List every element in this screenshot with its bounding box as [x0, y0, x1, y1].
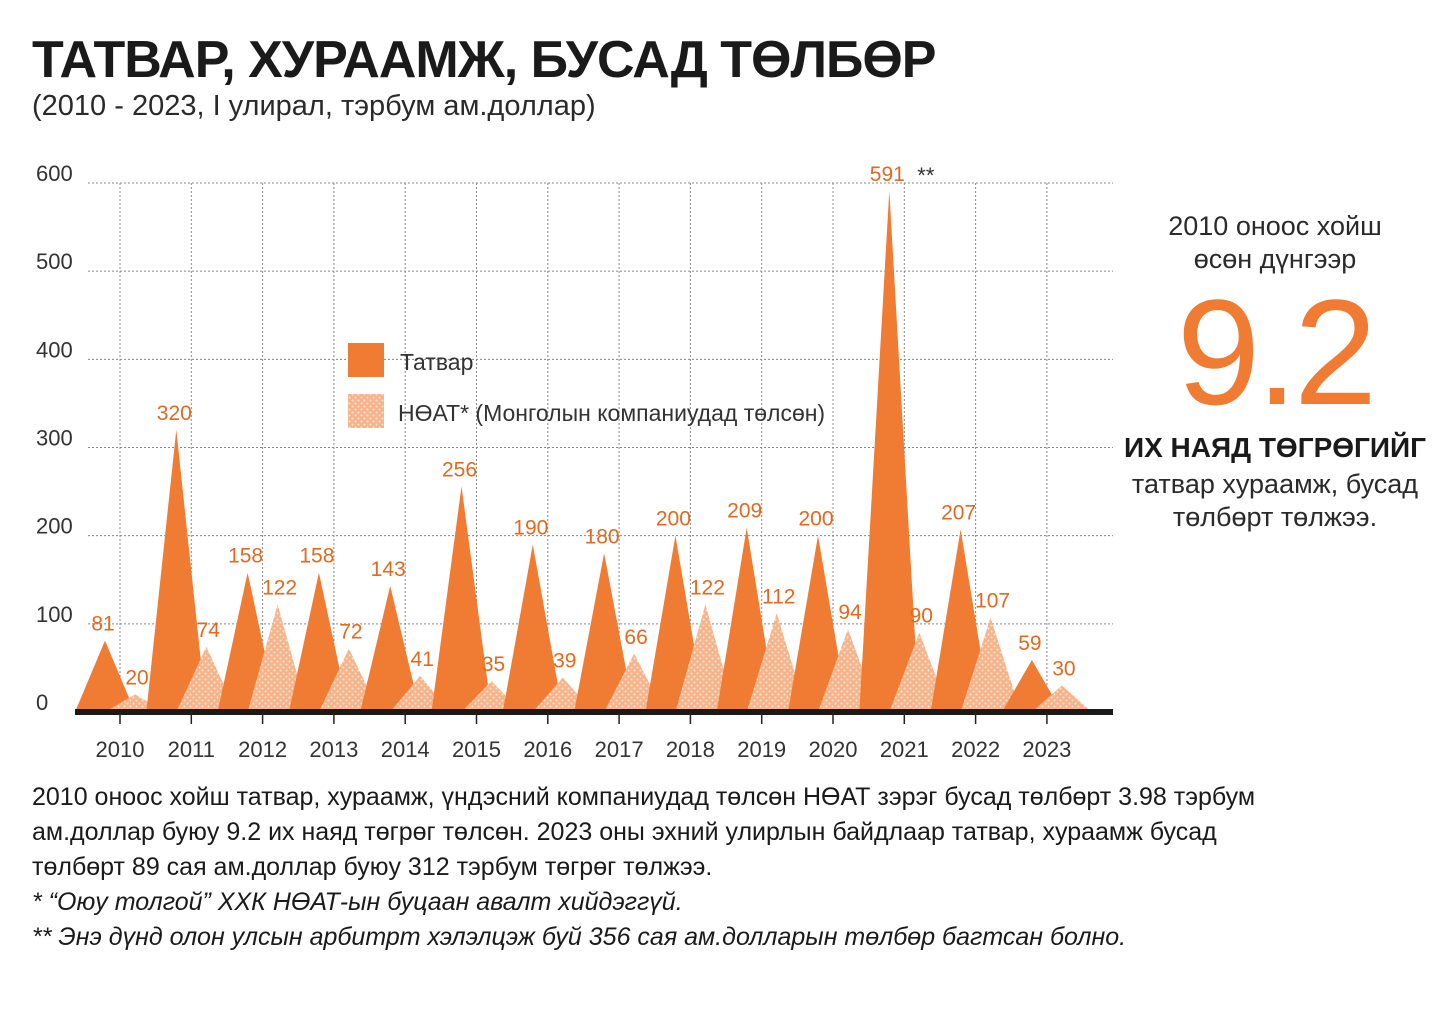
summary-big-number: 9.2 — [1176, 268, 1378, 436]
tatvar-data-label: 320 — [157, 402, 192, 425]
tatvar-peak — [431, 486, 492, 712]
noat-data-label: 112 — [762, 585, 795, 608]
y-tick-label: 500 — [36, 249, 73, 274]
noat-data-label: 35 — [482, 653, 505, 676]
noat-data-label: 39 — [553, 650, 576, 673]
noat-data-label: 122 — [690, 576, 725, 599]
tatvar-data-label: 209 — [727, 500, 762, 523]
tatvar-peak — [360, 585, 421, 712]
y-tick-label: 400 — [36, 337, 73, 362]
chart-subtitle: (2010 - 2023, I улирал, тэрбум ам.доллар… — [32, 90, 596, 122]
legend-label-tatvar: Татвар — [400, 349, 473, 375]
x-tick-label: 2015 — [452, 737, 501, 762]
notes: 2010 оноос хойш татвар, хураамж, үндэсни… — [32, 780, 1432, 955]
footnote-2: ** Энэ дүнд олон улсын арбитрт хэлэлцэж … — [32, 923, 1127, 951]
summary-intro-line1: 2010 оноос хойш — [1168, 211, 1382, 241]
notes-line1: 2010 оноос хойш татвар, хураамж, үндэсни… — [32, 783, 1256, 811]
tatvar-data-label: 143 — [371, 558, 406, 581]
chart-title: ТАТВАР, ХУРААМЖ, БУСАД ТӨЛБӨР — [32, 31, 936, 89]
tatvar-data-label: 180 — [585, 525, 620, 548]
tatvar-peak — [502, 544, 563, 712]
footnote-1: * “Оюу толгой” ХХК НӨАТ-ын буцаан авалт … — [32, 888, 683, 916]
tatvar-data-label: 207 — [941, 501, 976, 524]
noat-peak — [247, 604, 308, 712]
tatvar-data-label: 158 — [299, 545, 334, 568]
tatvar-data-label: 59 — [1018, 632, 1041, 655]
y-tick-label: 200 — [36, 514, 73, 539]
tatvar-peak — [288, 572, 349, 712]
noat-peak — [1031, 685, 1092, 712]
noat-data-label: 107 — [975, 590, 1010, 613]
x-tick-label: 2020 — [809, 737, 858, 762]
noat-data-label: 66 — [624, 626, 647, 649]
x-tick-label: 2017 — [595, 737, 644, 762]
x-tick-label: 2010 — [96, 737, 145, 762]
x-tick-label: 2021 — [880, 737, 929, 762]
tatvar-peak — [574, 553, 635, 712]
legend-swatch-noat — [348, 394, 384, 428]
noat-data-label: 30 — [1052, 658, 1075, 681]
tatvar-peak — [859, 190, 920, 712]
summary-text-line1: татвар хураамж, бусад — [1131, 469, 1419, 499]
noat-data-label: 72 — [339, 621, 362, 644]
noat-peak — [960, 617, 1021, 712]
noat-data-label: 41 — [411, 648, 434, 671]
tatvar-peak — [788, 535, 848, 712]
x-tick-label: 2016 — [523, 737, 572, 762]
legend-swatch-tatvar — [348, 343, 384, 377]
summary-intro: 2010 оноос хойш өсөн дүнгээр — [1105, 210, 1445, 276]
y-tick-label: 100 — [36, 602, 73, 627]
x-tick-label: 2012 — [238, 737, 287, 762]
noat-data-label: 20 — [125, 666, 148, 689]
tatvar-data-label: 158 — [228, 545, 263, 568]
noat-data-label: 122 — [262, 576, 297, 599]
legend-label-noat: НӨАТ* (Монголын компаниудад төлсөн) — [398, 400, 825, 426]
legend: Татвар НӨАТ* (Монголын компаниудад төлсө… — [348, 343, 825, 428]
summary-panel: 2010 оноос хойш өсөн дүнгээр 9.2 ИХ НАЯД… — [1105, 210, 1445, 534]
tatvar-data-label: 81 — [91, 613, 114, 636]
tatvar-peak — [75, 640, 135, 712]
tatvar-data-label: 256 — [442, 458, 477, 481]
tatvar-peak — [146, 429, 207, 712]
noat-data-label: 90 — [910, 605, 933, 628]
y-tick-label: 600 — [36, 161, 73, 186]
x-tick-label: 2013 — [309, 737, 358, 762]
summary-text: татвар хураамж, бусад төлбөрт төлжээ. — [1105, 468, 1445, 534]
noat-data-label: 74 — [197, 619, 221, 642]
noat-peak — [318, 648, 379, 712]
notes-line3: төлбөрт 89 сая ам.доллар буюу 312 тэрбум… — [32, 853, 713, 881]
tatvar-data-label: 200 — [656, 508, 691, 531]
x-tick-label: 2019 — [737, 737, 786, 762]
x-tick-label: 2018 — [666, 737, 715, 762]
noat-peak — [746, 613, 807, 712]
tatvar-data-label: 190 — [513, 516, 548, 539]
annotation-mark: ** — [917, 163, 935, 188]
summary-intro-line2: өсөн дүнгээр — [1193, 244, 1357, 274]
notes-line2: ам.доллар буюу 9.2 их наяд төгрөг төлсөн… — [32, 818, 1217, 846]
summary-text-line2: төлбөрт төлжээ. — [1172, 502, 1378, 532]
x-tick-label: 2014 — [381, 737, 430, 762]
noat-data-label: 94 — [838, 601, 862, 624]
x-tick-label: 2022 — [951, 737, 1000, 762]
summary-bold-label: ИХ НАЯД ТӨГРӨГИЙГ — [1123, 432, 1427, 463]
noat-peak — [675, 604, 736, 712]
y-tick-label: 0 — [36, 690, 48, 715]
y-tick-label: 300 — [36, 426, 73, 451]
tatvar-data-label: 591 — [870, 163, 905, 186]
tatvar-data-label: 200 — [798, 508, 833, 531]
x-tick-label: 2023 — [1022, 737, 1071, 762]
x-tick-label: 2011 — [168, 737, 215, 762]
